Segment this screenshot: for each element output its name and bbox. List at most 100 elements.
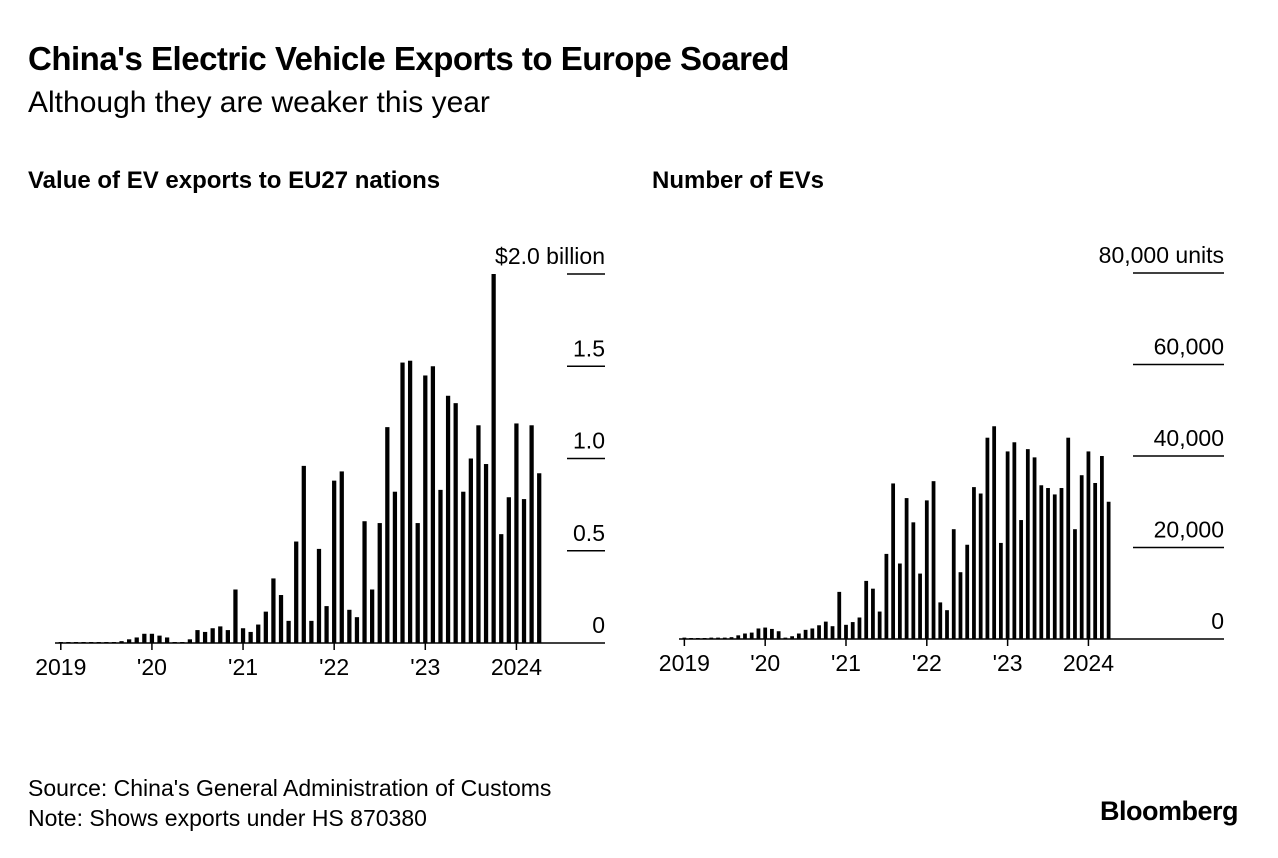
bar bbox=[1106, 501, 1111, 639]
x-tick-label: '21 bbox=[228, 654, 258, 680]
bar bbox=[157, 635, 162, 643]
x-tick-label: '22 bbox=[319, 654, 349, 680]
bar bbox=[951, 529, 956, 639]
bar bbox=[187, 639, 193, 643]
bar bbox=[529, 425, 534, 643]
bar bbox=[864, 580, 869, 639]
bar bbox=[195, 630, 200, 643]
footnote: Note: Shows exports under HS 870380 bbox=[28, 805, 427, 831]
bar bbox=[324, 606, 329, 643]
bar bbox=[884, 553, 889, 639]
bar bbox=[770, 628, 774, 639]
bar bbox=[763, 627, 768, 639]
bar bbox=[911, 522, 916, 639]
bar bbox=[127, 639, 132, 643]
bar bbox=[248, 631, 253, 643]
value-chart: 0 0.5 1.0 1.5 $2.0 billion 2019 '20 '21 '22 '23 20… bbox=[35, 243, 605, 680]
bar bbox=[218, 626, 223, 643]
bar bbox=[142, 633, 147, 643]
bar bbox=[749, 632, 754, 639]
bar bbox=[294, 541, 299, 643]
bar bbox=[776, 631, 781, 639]
bar bbox=[210, 628, 215, 643]
bar bbox=[938, 602, 943, 639]
bar bbox=[370, 589, 375, 643]
bar bbox=[931, 481, 936, 639]
x-tick-label: '22 bbox=[912, 650, 942, 676]
bar bbox=[1066, 437, 1071, 639]
bar bbox=[483, 464, 489, 643]
bar bbox=[514, 423, 519, 643]
x-tick-label: 2019 bbox=[35, 654, 86, 680]
bar bbox=[796, 633, 801, 639]
bar bbox=[225, 630, 230, 643]
bar bbox=[240, 628, 246, 643]
bar bbox=[339, 471, 344, 643]
bar bbox=[743, 633, 747, 639]
bloomberg-logo: Bloomberg bbox=[1099, 796, 1239, 826]
bar bbox=[164, 637, 170, 643]
bar bbox=[468, 458, 473, 643]
bar bbox=[945, 610, 949, 639]
bar bbox=[1086, 451, 1091, 639]
y-tick-label: 60,000 bbox=[1154, 334, 1224, 360]
bar bbox=[499, 534, 504, 643]
x-tick-label: 2024 bbox=[1063, 650, 1114, 676]
bar bbox=[857, 617, 862, 639]
x-tick-label: 2024 bbox=[491, 654, 542, 680]
bar bbox=[924, 500, 929, 639]
bar bbox=[918, 573, 922, 639]
x-tick-label: 2019 bbox=[659, 650, 710, 676]
bar bbox=[1093, 482, 1098, 639]
bar bbox=[491, 274, 496, 643]
bar bbox=[453, 403, 458, 643]
bar bbox=[992, 426, 997, 639]
y-tick-label: $2.0 billion bbox=[495, 243, 605, 269]
bar bbox=[972, 487, 976, 639]
bar bbox=[445, 395, 451, 643]
bar bbox=[537, 473, 542, 643]
bar bbox=[415, 523, 420, 643]
bar bbox=[904, 498, 909, 639]
bar bbox=[837, 591, 842, 639]
bar bbox=[1005, 451, 1010, 639]
bar bbox=[790, 636, 795, 639]
source-note: Source: China's General Administration o… bbox=[28, 775, 552, 801]
bar bbox=[377, 523, 382, 643]
units-panel-title: Number of EVs bbox=[652, 167, 825, 194]
x-tick-label: '20 bbox=[750, 650, 780, 676]
bar bbox=[385, 427, 390, 643]
y-tick-label: 80,000 units bbox=[1099, 242, 1224, 268]
bar bbox=[1039, 485, 1044, 639]
bar bbox=[392, 491, 398, 643]
value-panel-title: Value of EV exports to EU27 nations bbox=[28, 167, 441, 194]
bar bbox=[830, 626, 835, 639]
bar bbox=[149, 633, 155, 643]
bar bbox=[423, 375, 428, 643]
y-tick-label: 0 bbox=[1211, 608, 1224, 634]
x-tick-label: '21 bbox=[831, 650, 861, 676]
bar bbox=[1032, 457, 1037, 639]
bar bbox=[263, 611, 268, 643]
bar bbox=[850, 622, 855, 639]
bar bbox=[729, 637, 734, 639]
bar bbox=[817, 625, 821, 639]
bar bbox=[256, 624, 261, 643]
bar bbox=[202, 631, 208, 643]
bar bbox=[965, 544, 970, 639]
bar bbox=[891, 483, 896, 639]
bar bbox=[1046, 488, 1050, 639]
bar bbox=[400, 362, 405, 643]
bar bbox=[810, 628, 815, 639]
y-tick-label: 0 bbox=[592, 612, 605, 638]
bar bbox=[301, 465, 306, 643]
bar bbox=[506, 497, 511, 643]
bar bbox=[521, 499, 527, 643]
y-tick-label: 40,000 bbox=[1154, 425, 1224, 451]
bar bbox=[877, 611, 882, 639]
chart-subtitle: Although they are weaker this year bbox=[28, 86, 490, 119]
bar bbox=[978, 493, 983, 639]
bar bbox=[119, 641, 124, 643]
x-tick-label: '23 bbox=[993, 650, 1023, 676]
bar bbox=[1100, 456, 1104, 639]
